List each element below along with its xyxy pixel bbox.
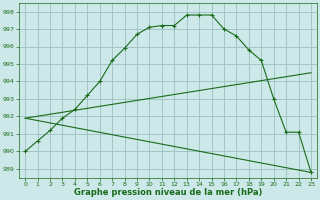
X-axis label: Graphe pression niveau de la mer (hPa): Graphe pression niveau de la mer (hPa)	[74, 188, 262, 197]
